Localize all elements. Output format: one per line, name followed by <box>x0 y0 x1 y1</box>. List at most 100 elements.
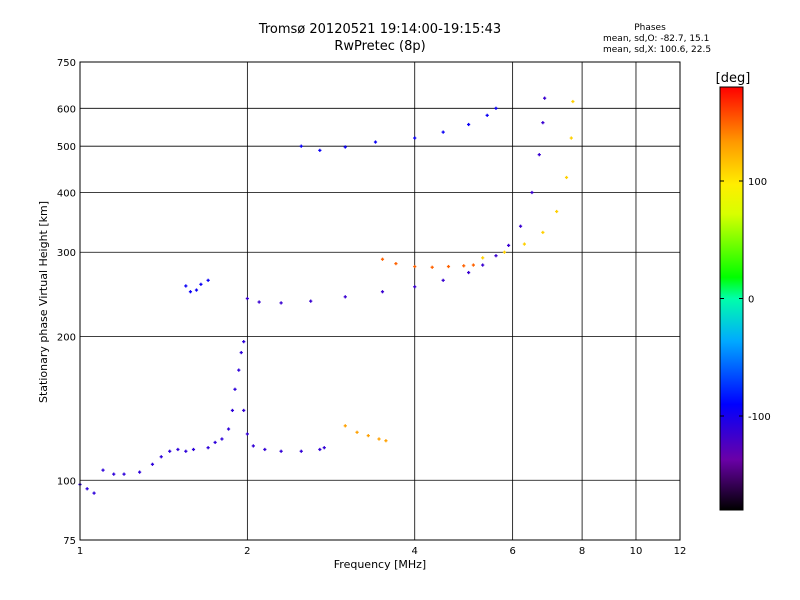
data-point <box>502 250 507 254</box>
phases-legend-x: mean, sd,X: 100.6, 22.5 <box>603 45 712 55</box>
data-point <box>122 472 126 476</box>
data-point <box>206 446 210 450</box>
data-point <box>373 140 378 144</box>
x-tick-label: 2 <box>244 546 250 557</box>
data-point <box>279 301 283 305</box>
colorbar-tick-label: 0 <box>748 295 754 306</box>
data-point <box>112 472 116 476</box>
y-tick-label: 300 <box>57 248 76 259</box>
data-point <box>251 444 255 448</box>
data-point <box>541 230 545 235</box>
y-tick-label: 600 <box>57 104 76 115</box>
data-point <box>184 284 188 288</box>
data-point <box>168 449 172 453</box>
data-point <box>394 261 398 266</box>
colorbar-tick-label: 100 <box>748 177 767 188</box>
data-point <box>555 209 559 214</box>
grid <box>79 61 681 541</box>
data-point <box>494 254 498 258</box>
data-point <box>138 470 142 474</box>
data-point <box>413 136 417 140</box>
data-point <box>150 462 155 466</box>
data-point <box>522 242 527 246</box>
x-tick-label: 8 <box>579 546 585 557</box>
data-point <box>541 121 545 125</box>
data-point <box>101 468 105 472</box>
y-tick-label: 75 <box>63 536 76 547</box>
x-tick-label: 6 <box>509 546 515 557</box>
data-point <box>467 122 471 127</box>
data-point <box>446 264 451 269</box>
data-point <box>506 243 511 248</box>
data-point <box>299 144 303 148</box>
data-point <box>199 282 203 286</box>
data-point <box>537 153 541 157</box>
phases-legend-o: mean, sd,O: -82.7, 15.1 <box>603 34 710 44</box>
data-point <box>343 424 347 428</box>
y-tick-label: 750 <box>57 58 76 69</box>
data-point <box>471 263 475 267</box>
x-tick-label: 12 <box>674 546 687 557</box>
data-point <box>485 113 489 117</box>
x-tick-label: 1 <box>77 546 83 557</box>
data-point <box>413 285 417 289</box>
data-point <box>543 96 547 100</box>
data-point <box>213 440 217 445</box>
data-point <box>366 434 370 438</box>
data-point <box>85 487 89 491</box>
data-point <box>245 296 249 301</box>
data-point <box>355 430 359 434</box>
data-point <box>92 491 96 495</box>
data-point <box>237 368 241 372</box>
data-point <box>226 427 231 431</box>
y-tick-label: 500 <box>57 142 76 153</box>
x-tick-label: 4 <box>412 546 418 557</box>
data-point <box>462 264 466 268</box>
x-tick-label: 10 <box>630 546 643 557</box>
data-point <box>481 263 485 267</box>
data-point <box>377 437 381 441</box>
data-point <box>384 439 388 443</box>
data-point <box>380 290 385 294</box>
data-point <box>530 190 534 195</box>
data-point <box>184 449 188 453</box>
colorbar-tick-label: -100 <box>748 412 771 423</box>
data-point <box>318 447 322 452</box>
data-point <box>441 278 445 282</box>
data-point <box>518 224 523 228</box>
data-point <box>380 257 385 261</box>
data-point <box>245 432 249 436</box>
data-point <box>194 288 199 292</box>
data-point <box>318 148 322 152</box>
data-point <box>257 300 261 304</box>
data-point <box>569 136 573 140</box>
data-point <box>467 270 471 275</box>
data-point <box>494 106 498 110</box>
phases-legend-title: Phases <box>634 23 666 33</box>
y-tick-label: 400 <box>57 188 76 199</box>
data-points <box>78 96 575 495</box>
x-axis-label: Frequency [MHz] <box>334 558 426 571</box>
data-point <box>176 447 180 452</box>
data-point <box>206 278 210 282</box>
data-point <box>343 295 347 299</box>
chart-subtitle: RwPretec (8p) <box>334 39 426 54</box>
data-point <box>233 387 237 391</box>
data-point <box>188 290 193 294</box>
data-point <box>159 455 163 459</box>
data-point <box>220 437 224 441</box>
colorbar-ticks: 100 0 -100 <box>720 177 771 423</box>
y-axis-label: Stationary phase Virtual Height [km] <box>37 201 50 403</box>
data-point <box>571 99 575 104</box>
data-point <box>413 264 417 269</box>
data-point <box>239 350 243 355</box>
data-point <box>343 145 347 149</box>
chart-title: Tromsø 20120521 19:14:00-19:15:43 <box>258 22 502 37</box>
data-point <box>230 408 235 413</box>
data-point <box>564 175 569 180</box>
colorbar-label: [deg] <box>716 71 751 86</box>
data-point <box>430 265 434 269</box>
data-point <box>242 340 246 344</box>
